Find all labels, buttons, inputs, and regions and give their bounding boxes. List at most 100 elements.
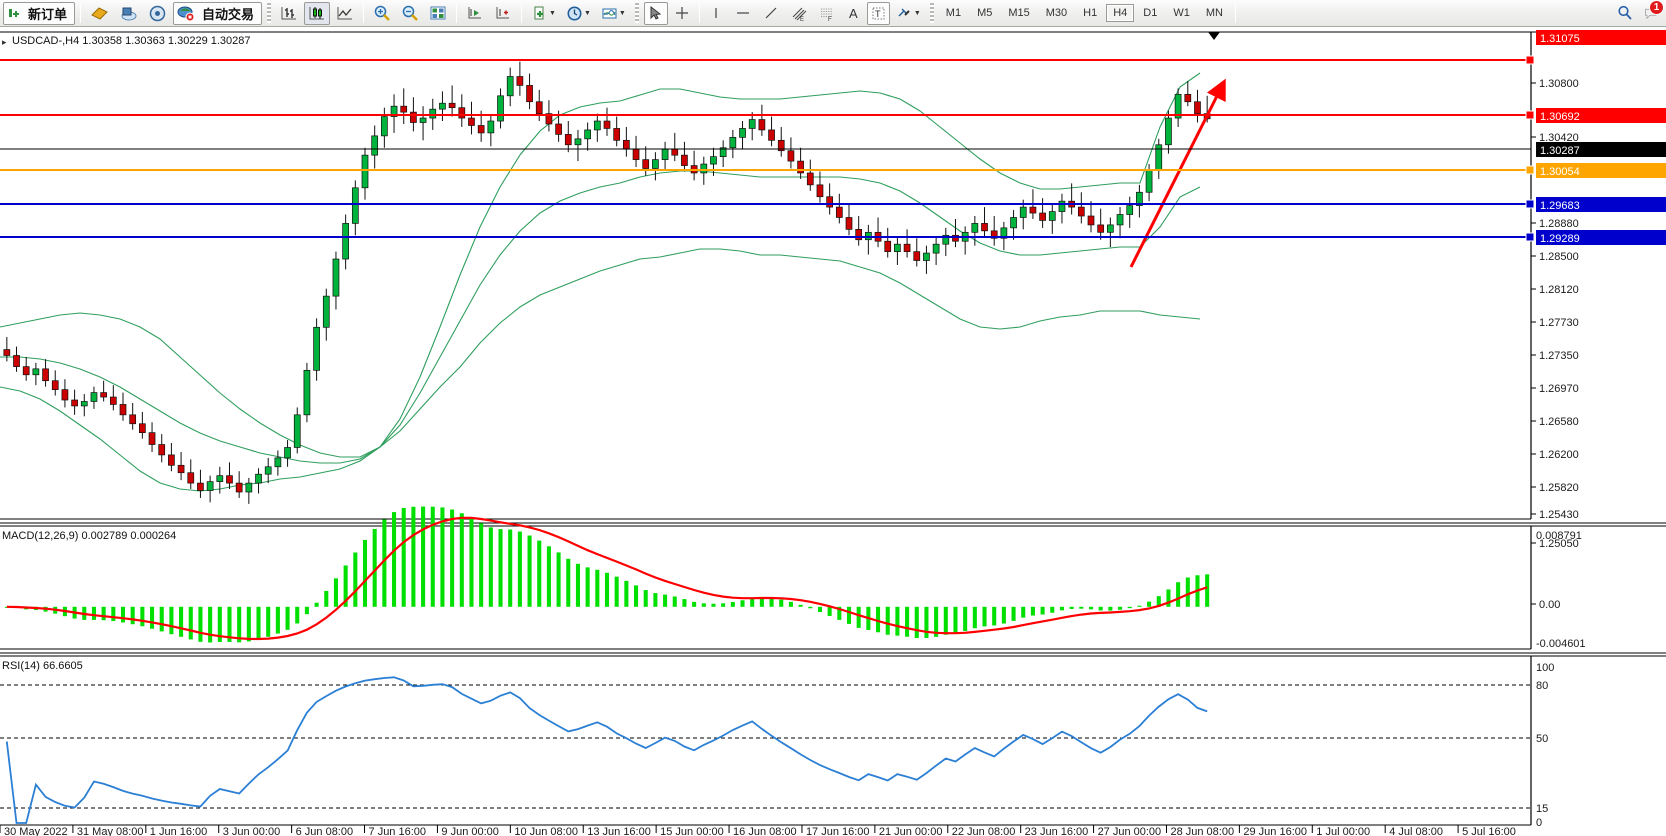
tab-timeframe-mn[interactable]: MN: [1205, 7, 1223, 19]
fibo-icon: F: [820, 8, 833, 22]
chart-area[interactable]: ▸ USDCAD-,H4 1.30358 1.30363 1.30229 1.3…: [0, 27, 1666, 836]
collapse-arrow-icon[interactable]: ▸: [2, 37, 7, 47]
time-axis-label: 9 Jun 00:00: [441, 826, 499, 836]
macd-indicator-label: MACD(12,26,9) 0.002789 0.000264: [2, 530, 177, 542]
time-axis-label: 5 Jul 16:00: [1462, 826, 1516, 836]
candlestick-icon: [309, 7, 325, 20]
indicators-button[interactable]: ▼: [597, 2, 630, 25]
signals-button[interactable]: [144, 2, 171, 25]
objects-dropdown-arrow[interactable]: ▼: [913, 9, 921, 17]
publish-button[interactable]: [86, 2, 113, 25]
svg-text:E: E: [800, 17, 804, 22]
toolbar-separator-2: [363, 3, 365, 23]
red-resistance-level-label: 1.30692: [1540, 111, 1580, 123]
template-dropdown-arrow[interactable]: ▼: [549, 9, 556, 17]
search-icon: [1618, 5, 1632, 20]
bar-chart-icon: [281, 7, 297, 20]
time-axis-label: 16 Jun 08:00: [733, 826, 797, 836]
toolbar-separator-3: [456, 3, 458, 23]
price-tick-5: 1.27730: [1539, 317, 1579, 329]
time-axis-label: 21 Jun 00:00: [879, 826, 943, 836]
time-axis-label: 30 May 2022: [4, 826, 68, 836]
bollinger-middle-band: [0, 170, 1201, 464]
bollinger-upper-band: [0, 72, 1201, 458]
shift-icon: [468, 7, 482, 19]
notification-button[interactable]: 1: [1640, 0, 1664, 24]
crosshair-button[interactable]: [670, 2, 694, 25]
tab-timeframe-w1[interactable]: W1: [1173, 7, 1190, 19]
tab-timeframe-m15[interactable]: M15: [1008, 7, 1030, 19]
level-price-labels[interactable]: 1.31075 1.30692 1.30287 1.30054 1.29683 …: [1536, 30, 1666, 245]
blue-support-1-badge: [1536, 197, 1666, 212]
trendline-button[interactable]: [758, 2, 784, 25]
zoom-in-button[interactable]: [369, 2, 395, 25]
indicator-icon: [602, 8, 617, 18]
autoscroll-icon: [496, 7, 510, 19]
tab-timeframe-h4[interactable]: H4: [1106, 4, 1135, 22]
market-button[interactable]: [115, 2, 142, 25]
fibonacci-button[interactable]: F: [814, 2, 840, 25]
price-tick-8: 1.26580: [1539, 416, 1579, 428]
bar-chart-button[interactable]: [276, 2, 302, 25]
equidistant-icon: E: [792, 7, 807, 22]
tab-timeframe-m1[interactable]: M1: [945, 7, 962, 19]
tab-timeframe-m30[interactable]: M30: [1045, 7, 1068, 19]
tab-timeframe-d1[interactable]: D1: [1143, 7, 1158, 19]
period-dropdown-arrow[interactable]: ▼: [583, 9, 591, 17]
price-tick-3: 1.28500: [1539, 251, 1579, 263]
price-tick-7: 1.26970: [1539, 383, 1579, 395]
time-axis-label: 1 Jun 16:00: [150, 826, 208, 836]
label-button[interactable]: T: [866, 1, 890, 25]
shift-button[interactable]: [462, 2, 488, 25]
toolbar-separator-4: [521, 3, 523, 23]
objects-button[interactable]: ▼: [892, 2, 925, 25]
tab-timeframe-m5[interactable]: M5: [977, 7, 993, 19]
time-axis-label: 4 Jul 08:00: [1389, 826, 1443, 836]
toolbar-separator: [80, 3, 82, 23]
bollinger-lower-band: [0, 248, 1201, 492]
period-button[interactable]: ▼: [562, 2, 595, 25]
toolbar-grip[interactable]: [267, 3, 272, 23]
time-axis-label: 17 Jun 16:00: [806, 826, 870, 836]
grid-button[interactable]: [425, 2, 451, 25]
search-button[interactable]: [1612, 2, 1638, 25]
toolbar-separator-5: [698, 3, 700, 23]
vertical-line-button[interactable]: [705, 2, 728, 25]
tab-timeframe-h1[interactable]: H1: [1083, 7, 1098, 19]
blue-support-2-label: 1.29289: [1540, 233, 1580, 245]
auto-trading-button[interactable]: 自动交易: [173, 1, 263, 25]
symbol-title: USDCAD-,H4 1.30358 1.30363 1.30229 1.302…: [12, 35, 251, 47]
cursor-button[interactable]: [643, 1, 668, 25]
price-tick-2: 1.28880: [1539, 218, 1579, 230]
horizontal-line-button[interactable]: [730, 2, 756, 25]
zoom-out-button[interactable]: [397, 2, 423, 25]
price-tick-12: 1.25050: [1539, 538, 1579, 550]
price-axis: 1.30800 1.30420 1.28880 1.28500 1.28120 …: [1531, 78, 1579, 550]
line-chart-button[interactable]: [332, 2, 358, 25]
candlestick-chart-button[interactable]: [304, 1, 331, 25]
price-tick-4: 1.28120: [1539, 284, 1579, 296]
vline-icon: [715, 8, 717, 18]
template-button[interactable]: ▼: [527, 2, 560, 25]
time-axis-label: 13 Jun 16:00: [587, 826, 651, 836]
time-axis-label: 29 Jun 16:00: [1243, 826, 1307, 836]
trendline-icon: [765, 7, 777, 19]
signals-icon: [149, 5, 166, 21]
indicators-dropdown-arrow[interactable]: ▼: [618, 9, 626, 17]
blue-support-2-badge: [1536, 230, 1666, 245]
equidistant-channel-button[interactable]: E: [786, 2, 812, 25]
new-order-label: 新订单: [28, 6, 68, 22]
time-axis-label: 6 Jun 08:00: [296, 826, 354, 836]
text-button[interactable]: A: [842, 2, 865, 25]
macd-tick-1: 0.00: [1539, 599, 1560, 611]
new-order-button[interactable]: 新订单: [3, 1, 76, 25]
market-cloud-icon: [121, 7, 137, 20]
orange-level-label: 1.30054: [1540, 166, 1580, 178]
toolbar-grip-2[interactable]: [634, 3, 639, 23]
macd-panel: 0.008791 0.00 -0.004601: [0, 506, 1666, 650]
autoscroll-button[interactable]: [490, 2, 516, 25]
time-axis-label: 22 Jun 08:00: [952, 826, 1016, 836]
toolbar-grip-3[interactable]: [929, 3, 934, 23]
cursor-icon: [650, 5, 662, 20]
chart-canvas[interactable]: 1.30800 1.30420 1.28880 1.28500 1.28120 …: [0, 27, 1666, 836]
